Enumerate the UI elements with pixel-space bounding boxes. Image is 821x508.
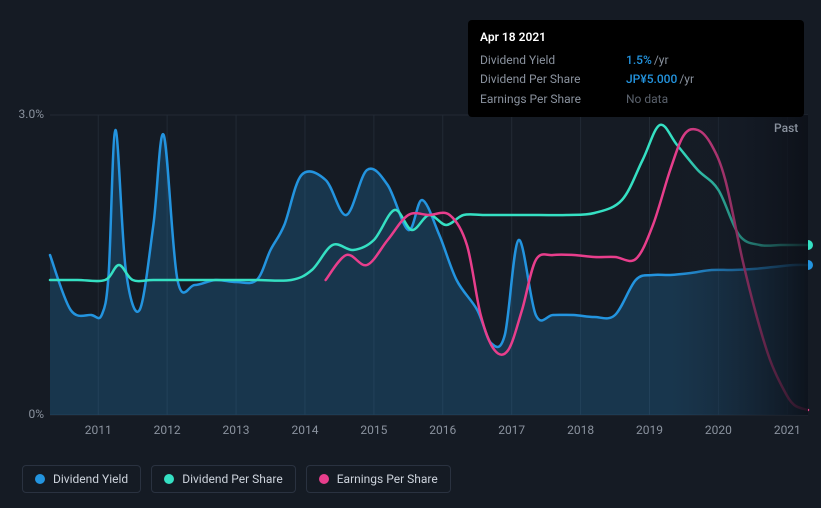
tooltip-nodata: No data	[626, 90, 668, 109]
legend-dot-icon	[319, 474, 329, 484]
tooltip-value: JP¥5.000/yr	[626, 70, 694, 89]
tooltip-row: Dividend Per Share JP¥5.000/yr	[480, 70, 792, 89]
legend-label: Dividend Per Share	[182, 472, 283, 486]
chart-legend: Dividend Yield Dividend Per Share Earnings…	[22, 465, 451, 493]
past-label: Past	[774, 121, 798, 135]
legend-item[interactable]: Earnings Per Share	[306, 465, 451, 493]
x-axis-label: 2016	[429, 423, 456, 437]
y-axis-label: 0%	[0, 407, 44, 421]
x-axis-label: 2012	[154, 423, 181, 437]
x-axis-label: 2021	[774, 423, 801, 437]
x-axis-label: 2013	[223, 423, 250, 437]
legend-dot-icon	[35, 474, 45, 484]
x-axis-label: 2011	[85, 423, 112, 437]
x-axis-label: 2018	[567, 423, 594, 437]
tooltip-label: Dividend Per Share	[480, 70, 610, 89]
tooltip-label: Earnings Per Share	[480, 90, 610, 109]
x-axis-label: 2017	[498, 423, 525, 437]
x-axis-label: 2015	[360, 423, 387, 437]
tooltip-label: Dividend Yield	[480, 51, 610, 70]
legend-item[interactable]: Dividend Per Share	[151, 465, 296, 493]
chart-tooltip: Apr 18 2021 Dividend Yield1.5%/yrDividen…	[468, 20, 804, 117]
tooltip-date: Apr 18 2021	[480, 28, 792, 47]
legend-dot-icon	[164, 474, 174, 484]
legend-label: Earnings Per Share	[337, 472, 438, 486]
tooltip-value: 1.5%/yr	[626, 51, 669, 70]
y-axis-label: 3.0%	[0, 107, 44, 121]
x-axis-label: 2014	[291, 423, 318, 437]
tooltip-row: Dividend Yield 1.5%/yr	[480, 51, 792, 70]
x-axis-label: 2019	[636, 423, 663, 437]
legend-label: Dividend Yield	[53, 472, 128, 486]
legend-item[interactable]: Dividend Yield	[22, 465, 141, 493]
tooltip-row: Earnings Per Share No data	[480, 90, 792, 109]
x-axis-label: 2020	[705, 423, 732, 437]
